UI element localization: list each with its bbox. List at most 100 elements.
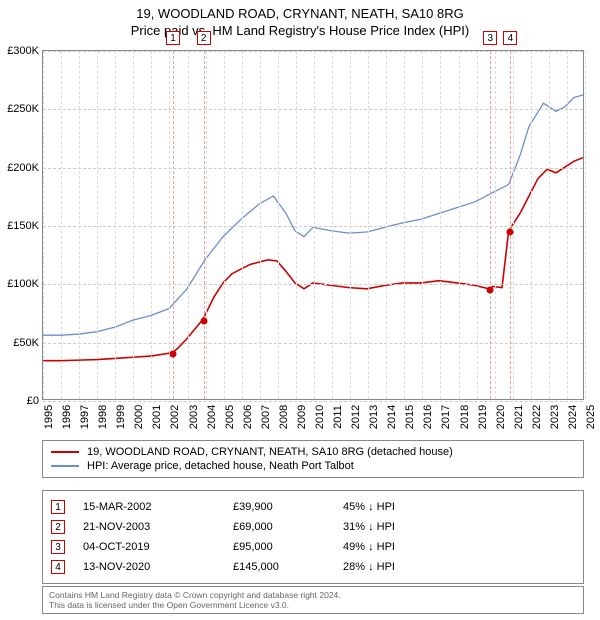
record-date: 04-OCT-2019 <box>83 541 233 553</box>
x-axis-label: 2004 <box>206 405 218 429</box>
record-diff: 45% ↓ HPI <box>343 501 395 513</box>
x-axis-label: 2021 <box>513 405 525 429</box>
x-axis-label: 2001 <box>151 405 163 429</box>
x-gridline <box>477 51 478 399</box>
x-gridline <box>278 51 279 399</box>
x-axis-label: 2012 <box>350 405 362 429</box>
x-axis-label: 1999 <box>115 405 127 429</box>
x-gridline <box>386 51 387 399</box>
x-gridline <box>459 51 460 399</box>
footer-line-2: This data is licensed under the Open Gov… <box>49 600 577 610</box>
x-gridline <box>296 51 297 399</box>
x-axis-label: 1996 <box>61 405 73 429</box>
sale-marker-box: 4 <box>503 31 517 45</box>
y-axis-label: £50K <box>13 337 39 349</box>
x-axis-label: 2025 <box>585 405 597 429</box>
sale-marker-box: 3 <box>483 31 497 45</box>
x-gridline <box>404 51 405 399</box>
x-axis-label: 2023 <box>549 405 561 429</box>
x-axis-label: 2024 <box>567 405 579 429</box>
x-gridline <box>350 51 351 399</box>
record-row: 221-NOV-2003£69,00031% ↓ HPI <box>51 517 575 537</box>
x-gridline <box>260 51 261 399</box>
y-gridline <box>43 401 583 402</box>
legend-item: HPI: Average price, detached house, Neat… <box>51 459 575 473</box>
y-axis-label: £0 <box>27 395 39 407</box>
x-axis-label: 1997 <box>79 405 91 429</box>
title-line-1: 19, WOODLAND ROAD, CRYNANT, NEATH, SA10 … <box>0 6 600 21</box>
x-gridline <box>513 51 514 399</box>
x-gridline <box>188 51 189 399</box>
y-gridline <box>43 284 583 285</box>
record-price: £39,900 <box>233 501 343 513</box>
x-gridline <box>79 51 80 399</box>
x-gridline <box>206 51 207 399</box>
x-gridline <box>242 51 243 399</box>
record-date: 15-MAR-2002 <box>83 501 233 513</box>
record-index-box: 1 <box>51 500 65 514</box>
x-axis-label: 2018 <box>459 405 471 429</box>
x-gridline <box>567 51 568 399</box>
legend-swatch <box>51 465 79 467</box>
sale-marker-box: 1 <box>166 31 180 45</box>
x-gridline <box>169 51 170 399</box>
x-gridline <box>115 51 116 399</box>
x-axis-label: 2013 <box>368 405 380 429</box>
x-axis-label: 2000 <box>133 405 145 429</box>
record-row: 3 04-OCT-2019£95,00049% ↓ HPI <box>51 537 575 557</box>
x-axis-label: 2019 <box>477 405 489 429</box>
x-gridline <box>314 51 315 399</box>
x-axis-label: 2005 <box>224 405 236 429</box>
record-row: 1 15-MAR-2002£39,90045% ↓ HPI <box>51 497 575 517</box>
x-axis-label: 2006 <box>242 405 254 429</box>
sale-marker-dot <box>507 228 514 235</box>
record-index-box: 4 <box>51 560 65 574</box>
legend-item: 19, WOODLAND ROAD, CRYNANT, NEATH, SA10 … <box>51 445 575 459</box>
y-axis-label: £250K <box>7 103 39 115</box>
x-axis-label: 2008 <box>278 405 290 429</box>
sale-marker-line <box>173 51 174 399</box>
x-axis-label: 2003 <box>188 405 200 429</box>
x-gridline <box>133 51 134 399</box>
record-price: £69,000 <box>233 521 343 533</box>
x-gridline <box>585 51 586 399</box>
record-price: £95,000 <box>233 541 343 553</box>
x-gridline <box>43 51 44 399</box>
record-date: 13-NOV-2020 <box>83 561 233 573</box>
x-axis-label: 2016 <box>422 405 434 429</box>
price-records-table: 1 15-MAR-2002£39,90045% ↓ HPI 221-NOV-2003… <box>42 490 584 584</box>
chart-lines-svg <box>43 51 583 399</box>
record-row: 413-NOV-2020£145,00028% ↓ HPI <box>51 557 575 577</box>
x-gridline <box>440 51 441 399</box>
x-gridline <box>495 51 496 399</box>
x-axis-label: 2020 <box>495 405 507 429</box>
x-gridline <box>97 51 98 399</box>
x-axis-label: 1995 <box>43 405 55 429</box>
series-line-hpi <box>43 95 583 335</box>
y-gridline <box>43 168 583 169</box>
record-diff: 49% ↓ HPI <box>343 541 395 553</box>
sale-marker-box: 2 <box>197 31 211 45</box>
record-diff: 31% ↓ HPI <box>343 521 395 533</box>
sale-marker-line <box>204 51 205 399</box>
sale-marker-dot <box>200 317 207 324</box>
y-gridline <box>43 109 583 110</box>
x-axis-label: 2002 <box>169 405 181 429</box>
y-axis-label: £200K <box>7 162 39 174</box>
x-axis-label: 1998 <box>97 405 109 429</box>
x-gridline <box>368 51 369 399</box>
legend-label: 19, WOODLAND ROAD, CRYNANT, NEATH, SA10 … <box>87 446 453 458</box>
x-axis-label: 2015 <box>404 405 416 429</box>
y-gridline <box>43 226 583 227</box>
x-axis-label: 2022 <box>531 405 543 429</box>
page-container: 19, WOODLAND ROAD, CRYNANT, NEATH, SA10 … <box>0 0 600 620</box>
x-gridline <box>549 51 550 399</box>
x-gridline <box>332 51 333 399</box>
x-axis-label: 2017 <box>440 405 452 429</box>
legend-label: HPI: Average price, detached house, Neat… <box>87 460 354 472</box>
x-axis-label: 2014 <box>386 405 398 429</box>
chart-legend: 19, WOODLAND ROAD, CRYNANT, NEATH, SA10 … <box>42 440 584 478</box>
x-axis-label: 2011 <box>332 405 344 429</box>
record-index-box: 3 <box>51 540 65 554</box>
x-gridline <box>224 51 225 399</box>
